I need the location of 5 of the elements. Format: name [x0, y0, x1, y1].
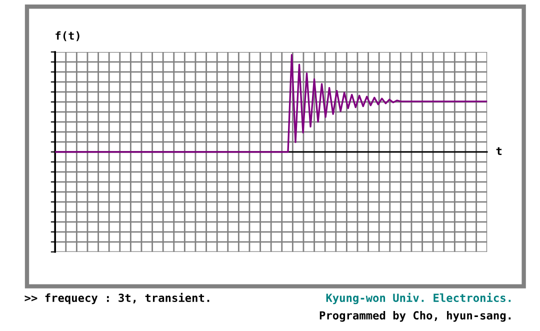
y-axis-title: f(t): [56, 31, 80, 42]
x-axis-title: t: [496, 147, 502, 155]
text: Programmed by Cho, hyun-sang.: [320, 310, 511, 322]
text: >> frequecy : 3t, transient.: [24, 292, 210, 304]
text: Kyung-won Univ. Electronics.: [326, 292, 511, 304]
